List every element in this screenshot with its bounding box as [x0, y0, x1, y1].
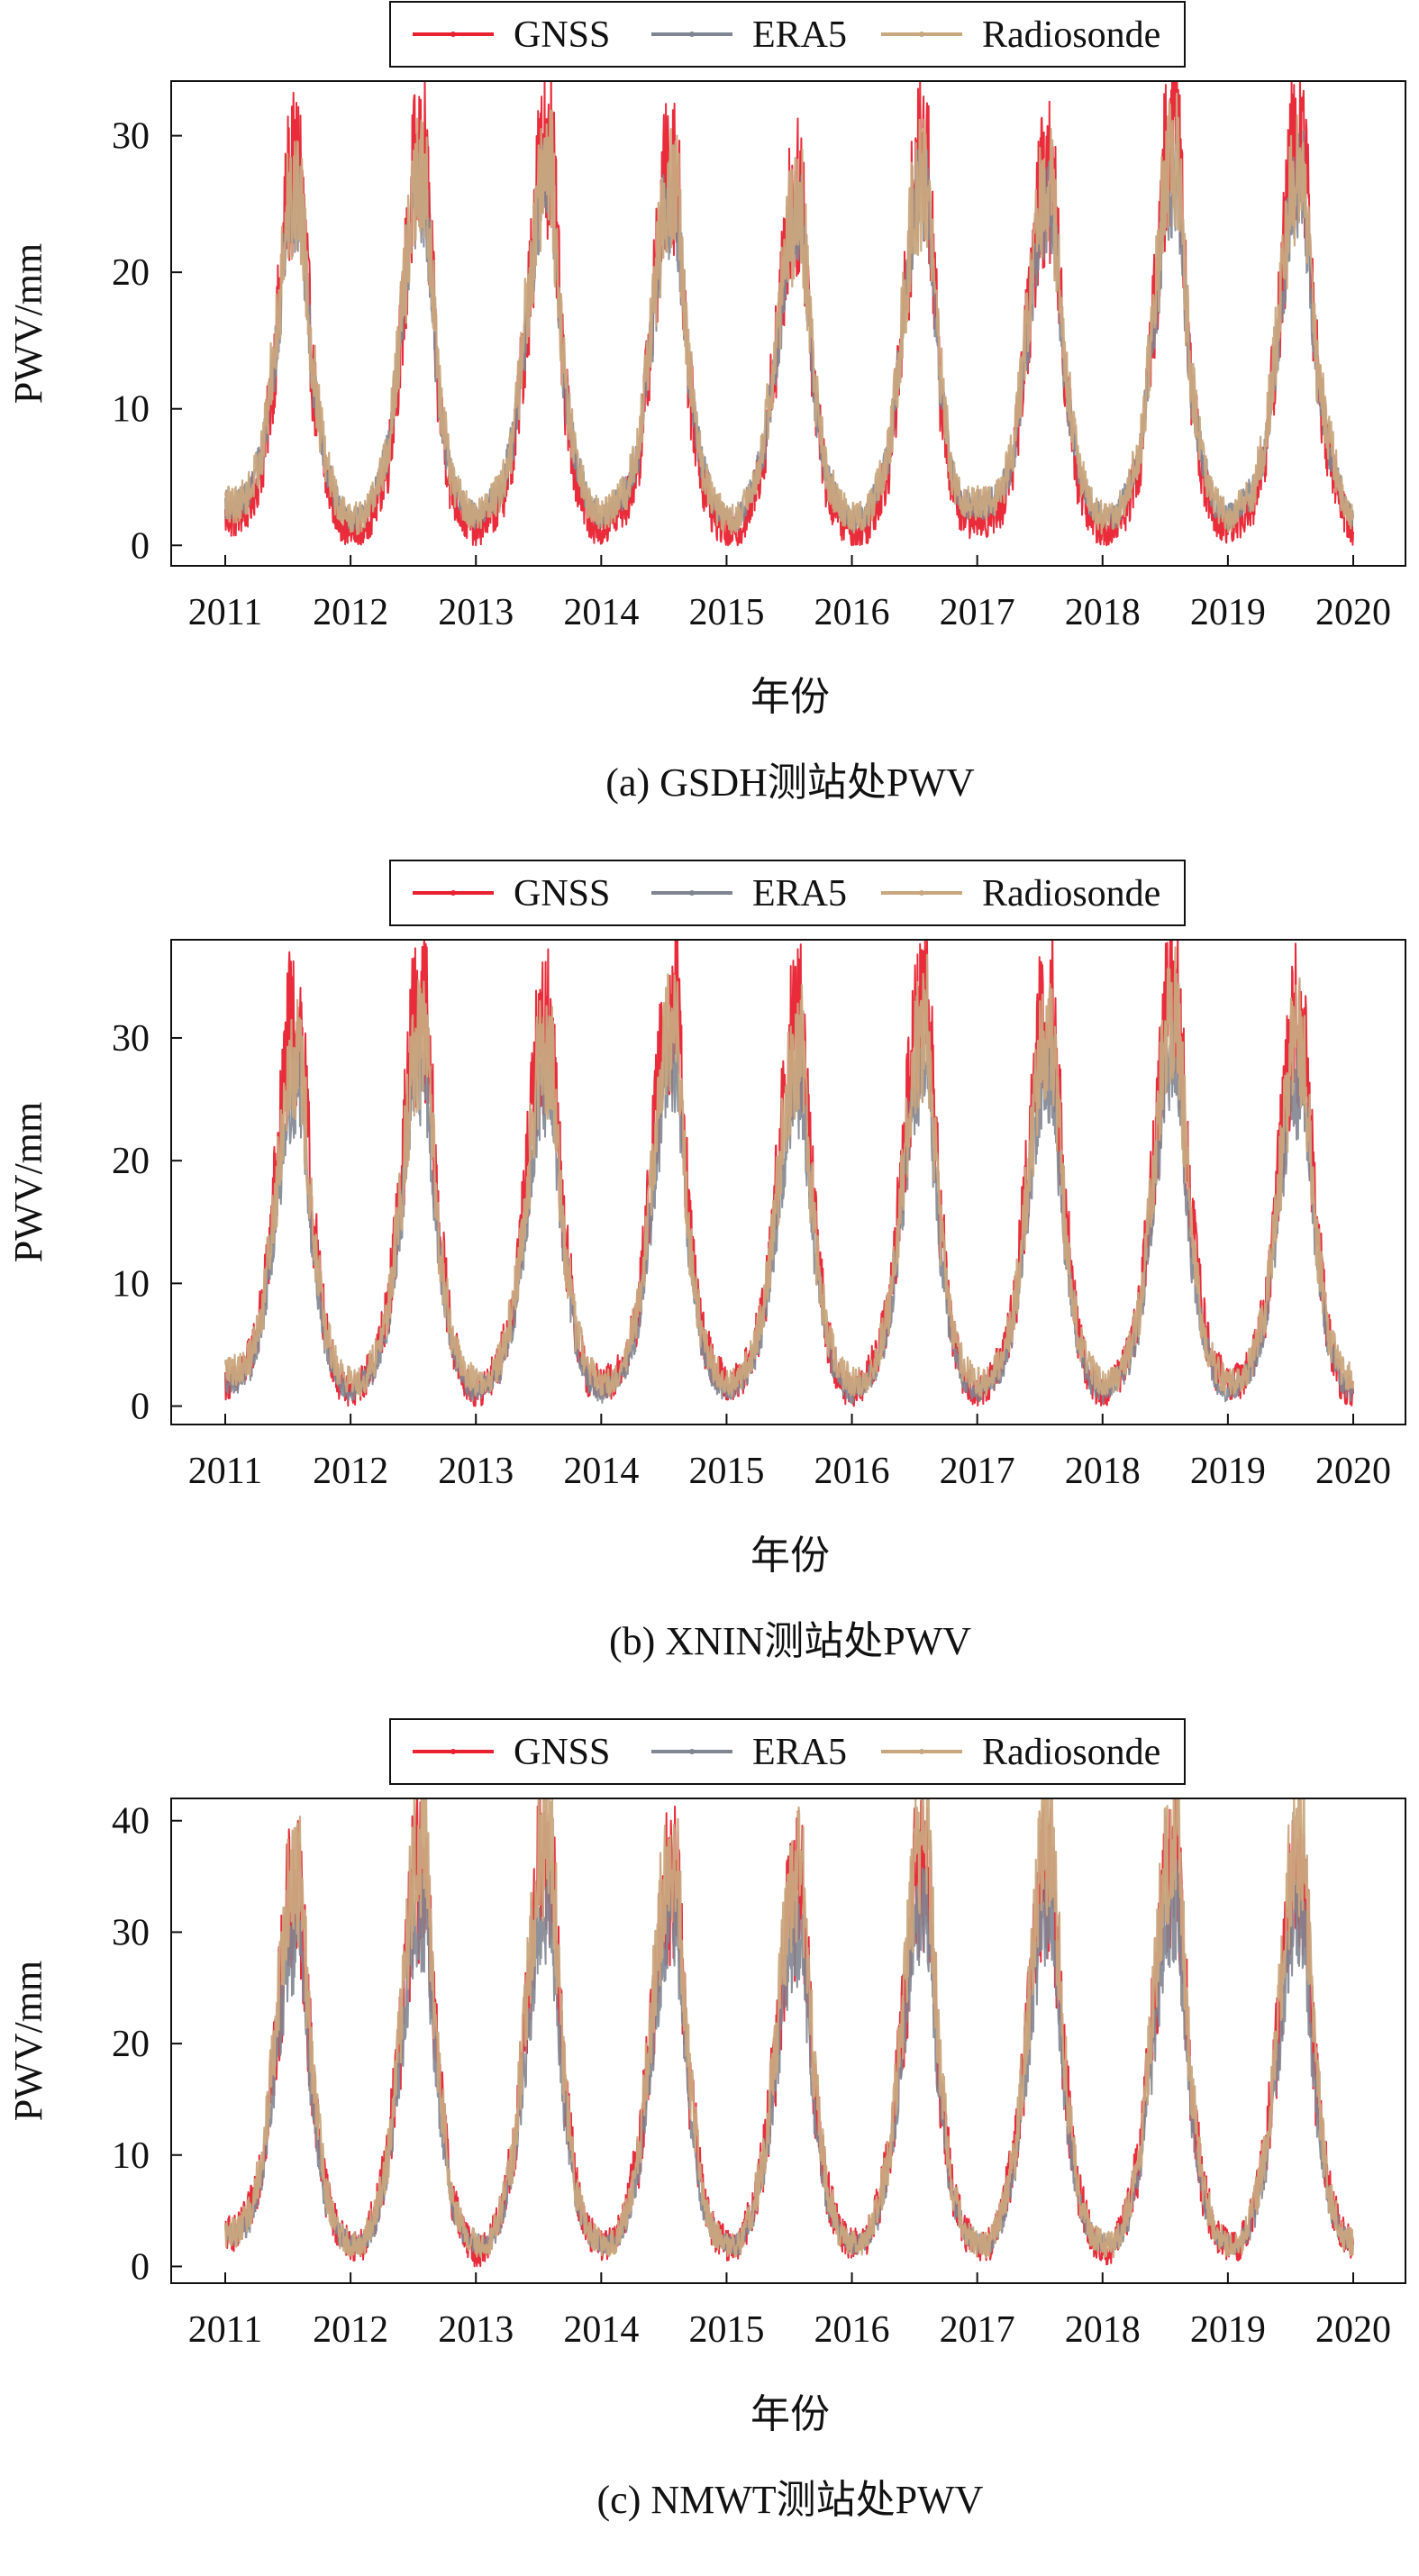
x-axis-title: 年份: [750, 2392, 830, 2436]
y-tick-label: 20: [112, 1141, 150, 1182]
x-tick-label: 2020: [1315, 2309, 1391, 2351]
legend-label-era5: ERA5: [752, 873, 847, 915]
x-tick-label: 2018: [1065, 592, 1141, 633]
panel-caption: (b) XNIN测站处PWV: [609, 1619, 971, 1663]
legend-marker-era5: [689, 32, 695, 37]
x-tick-label: 2017: [940, 592, 1015, 633]
x-tick-label: 2017: [940, 1451, 1015, 1492]
x-tick-label: 2014: [563, 592, 639, 633]
series-line-radiosonde: [223, 946, 1355, 1397]
chart-panel-a: 0 10 20 30 2011 2012 2013 2014 2015 2016 2017 2018 2…: [0, 0, 1419, 859]
y-tick-label: 30: [112, 1018, 150, 1060]
x-tick-label: 2016: [814, 1451, 890, 1492]
legend-marker-gnss: [450, 890, 456, 896]
panel-caption: (c) NMWT测站处PWV: [597, 2478, 984, 2522]
y-tick-label: 10: [112, 2135, 150, 2177]
legend-marker-era5: [689, 1749, 695, 1754]
y-tick-label: 0: [131, 1387, 150, 1428]
y-tick-label: 30: [112, 116, 150, 158]
x-tick-label: 2013: [438, 1451, 514, 1492]
series-group: [223, 940, 1355, 1407]
legend: GNSS ERA5 Radiosonde: [389, 1, 1186, 68]
legend-marker-era5: [689, 890, 695, 896]
y-tick-label: 20: [112, 2024, 150, 2065]
x-tick-label: 2019: [1190, 592, 1266, 633]
legend-marker-gnss: [450, 1749, 456, 1754]
x-tick-label: 2014: [563, 2309, 639, 2351]
x-tick-label: 2015: [688, 2309, 764, 2351]
legend-label-era5: ERA5: [752, 14, 847, 56]
x-tick-label: 2013: [438, 2309, 514, 2351]
chart-svg: 0 10 20 30 2011 2012 2013 2014 2015 2016 2017 2018 2…: [6, 860, 1406, 1663]
series-line-radiosonde: [223, 1798, 1355, 2259]
x-tick-label: 2012: [313, 1451, 388, 1492]
y-tick-label: 10: [112, 389, 150, 431]
x-tick-label: 2017: [940, 2309, 1015, 2351]
x-tick-label: 2020: [1315, 1451, 1391, 1492]
x-tick-label: 2013: [438, 592, 514, 633]
series-group: [223, 81, 1354, 547]
x-tick-label: 2015: [688, 592, 764, 633]
x-tick-label: 2014: [563, 1451, 639, 1492]
legend: GNSS ERA5 Radiosonde: [389, 860, 1186, 926]
chart-svg: 0 10 20 30 2011 2012 2013 2014 2015 2016 2017 2018 2…: [6, 1, 1406, 805]
x-tick-label: 2015: [688, 1451, 764, 1492]
x-tick-label: 2011: [188, 592, 262, 633]
legend-label-radiosonde: Radiosonde: [982, 14, 1160, 56]
legend-label-gnss: GNSS: [514, 14, 610, 56]
x-tick-label: 2011: [188, 2309, 262, 2351]
legend-label-era5: ERA5: [752, 1732, 847, 1773]
chart-svg: 0 10 20 30 40 2011 2012 2013 2014 2015 2016 2017 201…: [6, 1718, 1406, 2522]
legend-box: [389, 1718, 1186, 1785]
x-tick-label: 2016: [814, 2309, 890, 2351]
y-tick-label: 30: [112, 1912, 150, 1953]
legend-box: [389, 860, 1186, 926]
x-tick-label: 2011: [188, 1451, 262, 1492]
y-tick-label: 10: [112, 1263, 150, 1305]
plot-area-frame: [170, 939, 1406, 1425]
y-tick-label: 20: [112, 252, 150, 294]
legend-marker-radiosonde: [919, 1749, 924, 1754]
x-axis-title: 年份: [750, 675, 830, 719]
legend-box: [389, 1, 1186, 68]
legend-label-gnss: GNSS: [514, 1732, 610, 1773]
legend-marker-radiosonde: [919, 890, 924, 896]
y-tick-label: 40: [112, 1801, 150, 1843]
plot-area-frame: [170, 1798, 1406, 2284]
chart-panel-b: 0 10 20 30 2011 2012 2013 2014 2015 2016 2017 2018 2…: [0, 859, 1419, 1717]
y-tick-label: 0: [131, 525, 150, 567]
x-tick-label: 2016: [814, 592, 890, 633]
legend-label-radiosonde: Radiosonde: [982, 1732, 1160, 1773]
x-axis-title: 年份: [750, 1534, 830, 1578]
x-tick-label: 2018: [1065, 2309, 1141, 2351]
x-tick-label: 2012: [313, 592, 388, 633]
legend: GNSS ERA5 Radiosonde: [389, 1718, 1186, 1785]
x-tick-label: 2020: [1315, 592, 1391, 633]
x-tick-label: 2012: [313, 2309, 388, 2351]
chart-panel-c: 0 10 20 30 40 2011 2012 2013 2014 2015 2016 2017 201…: [0, 1717, 1419, 2576]
legend-label-gnss: GNSS: [514, 873, 610, 915]
y-axis-title: PWV/mm: [6, 1961, 50, 2121]
y-axis-title: PWV/mm: [6, 1102, 50, 1262]
x-tick-label: 2018: [1065, 1451, 1141, 1492]
x-tick-label: 2019: [1190, 1451, 1266, 1492]
legend-label-radiosonde: Radiosonde: [982, 873, 1160, 915]
x-tick-label: 2019: [1190, 2309, 1266, 2351]
series-line-radiosonde: [223, 92, 1354, 536]
plot-area-frame: [170, 80, 1406, 567]
y-tick-label: 0: [131, 2246, 150, 2288]
panel-caption: (a) GSDH测站处PWV: [605, 760, 975, 805]
series-group: [223, 1798, 1355, 2268]
legend-marker-gnss: [450, 32, 456, 37]
legend-marker-radiosonde: [919, 32, 924, 37]
y-axis-title: PWV/mm: [6, 243, 50, 404]
